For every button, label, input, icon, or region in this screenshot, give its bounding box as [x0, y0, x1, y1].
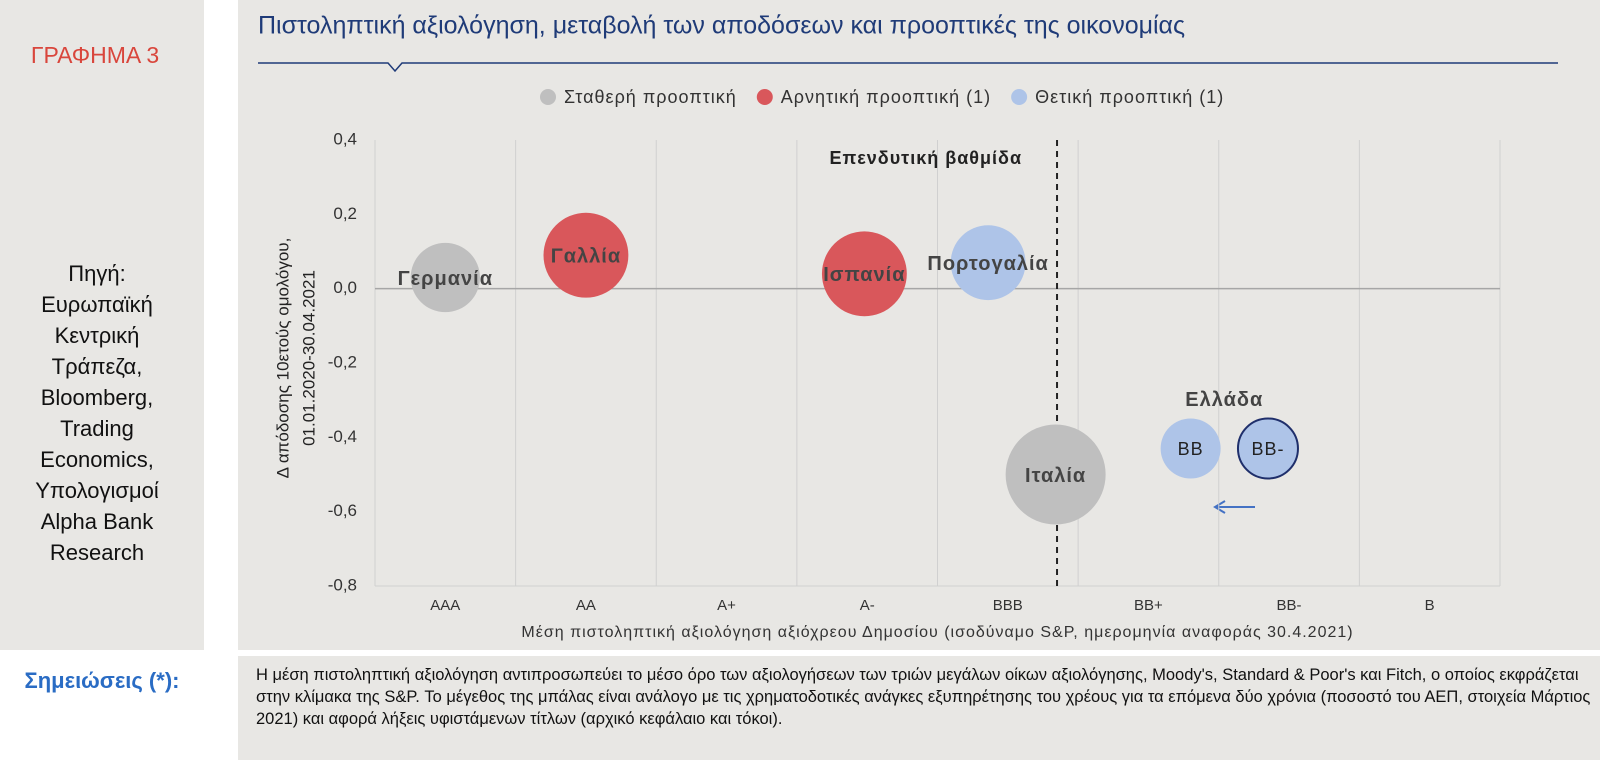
chart: Πιστοληπτική αξιολόγηση, μεταβολή των απ…: [258, 12, 1558, 641]
y-tick-label: -0,8: [328, 575, 357, 594]
x-tick-label: BBB: [993, 597, 1023, 614]
y-tick-label: -0,6: [328, 501, 357, 520]
legend-label: Αρνητική προοπτική (1): [781, 87, 991, 107]
group-label: Ελλάδα: [1185, 389, 1263, 411]
y-tick-label: 0,2: [333, 204, 357, 223]
bubble: [1005, 424, 1106, 525]
point-label: Γαλλία: [551, 245, 621, 267]
point-label: Γερμανία: [398, 268, 493, 290]
x-tick-label: AA: [576, 597, 596, 614]
bubble: [1160, 418, 1221, 479]
point-label: BB-: [1251, 439, 1284, 459]
notes-text: Η μέση πιστοληπτική αξιολόγηση αντιπροσω…: [256, 666, 1591, 728]
chart-title: Πιστοληπτική αξιολόγηση, μεταβολή των απ…: [258, 12, 1185, 40]
y-tick-label: 0,0: [333, 278, 357, 297]
bubble: [410, 242, 480, 313]
x-axis-label: Μέση πιστοληπτική αξιολόγηση αξιόχρεου Δ…: [521, 624, 1353, 641]
title-rule: [258, 62, 1558, 73]
chart-number: ΓΡΑΦΗΜΑ 3: [30, 42, 160, 68]
bubble: [543, 212, 629, 298]
point-label: BB: [1178, 439, 1204, 459]
y-tick-label: -0,2: [328, 352, 357, 371]
chart-panel: Πιστοληπτική αξιολόγηση, μεταβολή των απ…: [238, 0, 1600, 650]
point-label: Πορτογαλία: [927, 253, 1048, 275]
reference-label: Επενδυτική βαθμίδα: [829, 148, 1022, 168]
x-tick-label: A+: [717, 597, 736, 614]
legend-marker: [1011, 89, 1028, 105]
bubble: [821, 231, 907, 317]
x-tick-label: A-: [860, 597, 875, 614]
legend-marker: [540, 89, 556, 105]
notes-panel: Η μέση πιστοληπτική αξιολόγηση αντιπροσω…: [238, 656, 1600, 760]
notes-label: Σημειώσεις (*):: [24, 668, 180, 693]
legend-marker: [756, 89, 773, 105]
x-tick-label: BB-: [1277, 597, 1302, 614]
x-tick-label: AAA: [430, 597, 460, 614]
bubble: [1236, 417, 1299, 480]
point-label: Ιταλία: [1025, 465, 1086, 487]
point-label: Ισπανία: [823, 264, 905, 286]
bubble: [950, 225, 1026, 301]
y-tick-label: 0,4: [333, 129, 357, 148]
arrow: [1213, 500, 1255, 514]
sidebar: ΓΡΑΦΗΜΑ 3 Πηγή: Ευρωπαϊκή Κεντρική Τράπε…: [0, 0, 204, 650]
x-tick-label: BB+: [1134, 597, 1163, 614]
y-axis-label: 01.01.2020-30.04.2021: [299, 270, 318, 446]
legend-label: Θετική προοπτική (1): [1035, 87, 1224, 107]
y-tick-label: -0,4: [328, 427, 357, 446]
x-tick-label: B: [1425, 597, 1435, 614]
y-axis-label: Δ απόδοσης 10ετούς ομολόγου,: [273, 238, 292, 479]
source: Πηγή: Ευρωπαϊκή Κεντρική Τράπεζα, Bloomb…: [35, 261, 159, 565]
legend-label: Σταθερή προοπτική: [564, 87, 737, 107]
